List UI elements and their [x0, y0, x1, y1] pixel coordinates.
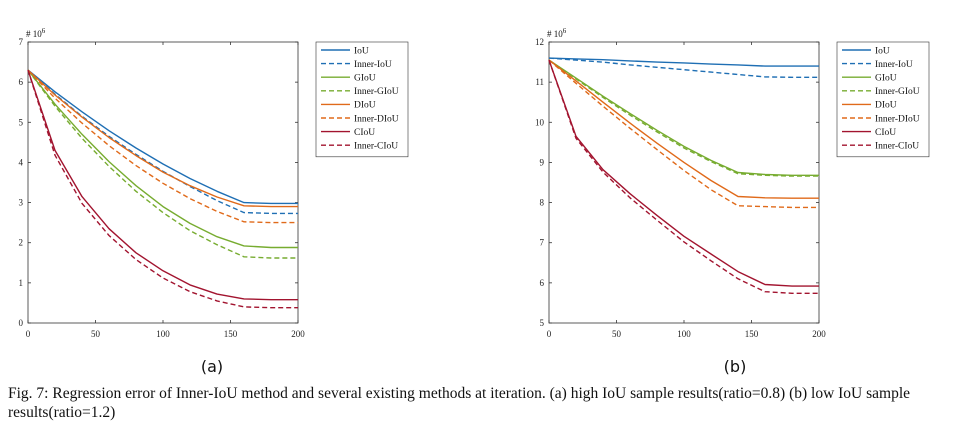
x-tick-label: 200 [291, 329, 305, 339]
legend-label: GIoU [354, 74, 376, 84]
legend [836, 41, 930, 158]
legend-label: Inner-IoU [354, 60, 392, 70]
y-tick-label: 11 [535, 77, 544, 87]
x-tick-label: 0 [26, 329, 31, 339]
y-tick-label: 1 [19, 278, 24, 288]
series-line-inner-diou [548, 59, 819, 209]
y-tick-label: 5 [540, 318, 545, 328]
series-line-diou [548, 59, 819, 199]
y-tick-label: 2 [19, 238, 24, 248]
y-tick-label: 10 [535, 117, 545, 127]
y-exponent-power: 6 [563, 27, 567, 35]
y-tick-label: 8 [540, 198, 545, 208]
series-line-diou [27, 69, 298, 208]
panel-a: 0 50 100 150 200 0 1 2 3 4 5 6 7# 106 IoU Inner-IoU GIo… [19, 27, 409, 376]
y-tick-label: 12 [535, 37, 544, 47]
series-line-ciou [548, 59, 819, 287]
legend-label: CIoU [354, 128, 375, 138]
legend-label: DIoU [875, 101, 897, 111]
legend [315, 41, 409, 158]
y-tick-label: 4 [19, 157, 24, 167]
y-tick-label: 6 [540, 278, 545, 288]
panel-label: (b) [724, 357, 747, 376]
series-line-ciou [27, 69, 298, 301]
figure-caption: Fig. 7: Regression error of Inner-IoU me… [8, 385, 911, 421]
x-tick-label: 150 [224, 329, 238, 339]
legend-label: IoU [875, 46, 890, 56]
series-line-inner-diou [27, 69, 298, 224]
series-line-inner-iou [548, 57, 819, 79]
legend-label: Inner-CIoU [875, 142, 919, 152]
legend-label: Inner-GIoU [354, 87, 399, 97]
legend-label: DIoU [354, 101, 376, 111]
series-line-giou [27, 69, 298, 249]
y-tick-label: 6 [19, 77, 24, 87]
y-tick-label: 9 [540, 157, 545, 167]
x-tick-label: 100 [677, 329, 691, 339]
x-tick-label: 50 [91, 329, 101, 339]
y-tick-label: 7 [540, 238, 545, 248]
series-line-iou [548, 57, 819, 67]
series-line-giou [548, 59, 819, 177]
legend-label: Inner-CIoU [354, 142, 398, 152]
legend-label: CIoU [875, 128, 896, 138]
y-exponent-label: # 106 [26, 27, 46, 39]
y-tick-label: 7 [19, 37, 24, 47]
x-tick-label: 200 [812, 329, 826, 339]
legend-label: GIoU [875, 74, 897, 84]
legend-label: IoU [354, 46, 369, 56]
y-exponent-power: 6 [42, 27, 46, 35]
series-line-inner-iou [27, 69, 298, 215]
legend-label: Inner-DIoU [354, 114, 399, 124]
x-tick-label: 0 [547, 329, 552, 339]
x-tick-label: 100 [156, 329, 170, 339]
panel-b: 0 50 100 150 200 5 6 7 8 9 10 11 12# 106 IoU Inner-IoU… [535, 27, 930, 376]
panel-label: (a) [201, 357, 223, 376]
y-tick-label: 3 [19, 198, 24, 208]
legend-label: Inner-IoU [875, 60, 913, 70]
x-tick-label: 50 [612, 329, 622, 339]
series-line-inner-giou [548, 59, 819, 177]
x-tick-label: 150 [745, 329, 759, 339]
y-tick-label: 5 [19, 117, 24, 127]
series-line-inner-ciou [548, 59, 819, 294]
y-tick-label: 0 [19, 318, 24, 328]
legend-label: Inner-DIoU [875, 114, 920, 124]
series-line-inner-giou [27, 69, 298, 259]
legend-label: Inner-GIoU [875, 87, 920, 97]
plot-area [548, 41, 820, 324]
series-line-iou [27, 69, 298, 205]
y-exponent-label: # 106 [547, 27, 567, 39]
